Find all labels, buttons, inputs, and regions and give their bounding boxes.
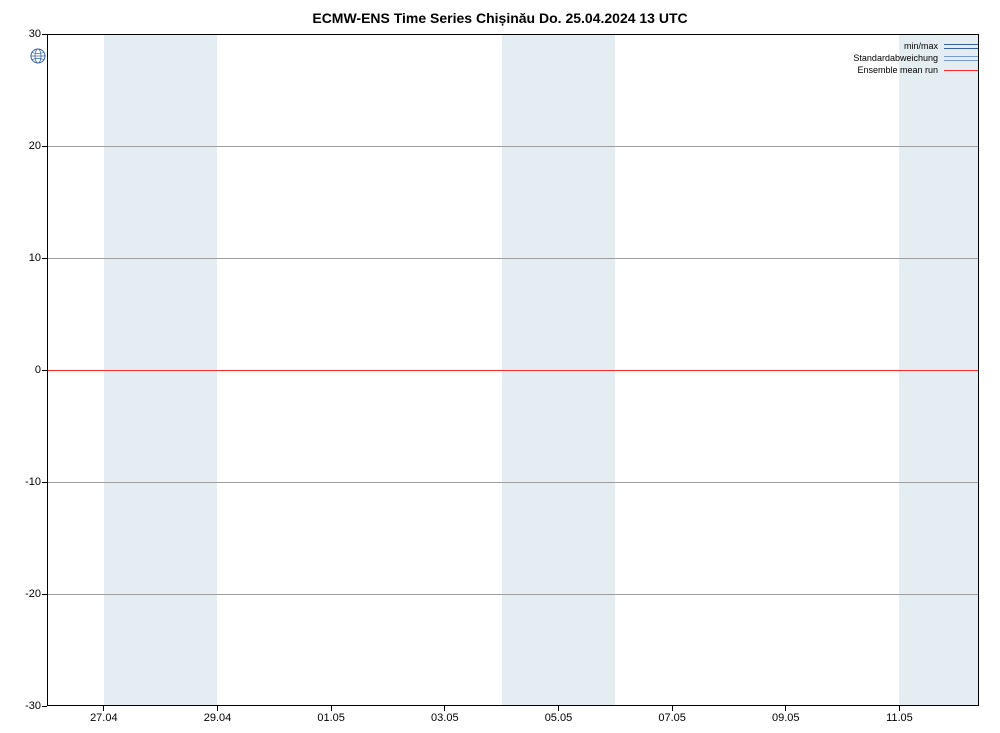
y-tick-label: 30 — [29, 28, 47, 40]
title-right: Do. 25.04.2024 13 UTC — [539, 10, 688, 26]
y-tick-label: 20 — [29, 140, 47, 152]
legend-item: min/max — [853, 40, 978, 52]
y-tick-label: -30 — [25, 700, 47, 712]
title-left: ECMW-ENS Time Series Chișinău — [312, 10, 535, 26]
plot-area: -30-20-100102030 27.0429.0401.0503.0505.… — [47, 34, 979, 706]
x-tick-label: 27.04 — [90, 706, 118, 724]
legend-label: min/max — [904, 41, 938, 51]
legend-label: Ensemble mean run — [857, 65, 938, 75]
y-tick-label: -20 — [25, 588, 47, 600]
x-tick-label: 03.05 — [431, 706, 459, 724]
axis-border — [47, 34, 979, 706]
x-tick-label: 09.05 — [772, 706, 800, 724]
globe-icon — [30, 48, 46, 64]
legend-swatch — [944, 44, 978, 49]
x-tick-label: 07.05 — [658, 706, 686, 724]
legend: min/max Standardabweichung Ensemble mean r… — [853, 40, 978, 76]
x-tick-label: 05.05 — [545, 706, 573, 724]
y-tick-label: 10 — [29, 252, 47, 264]
y-tick-label: -10 — [25, 476, 47, 488]
x-tick-label: 11.05 — [886, 706, 913, 724]
legend-swatch — [944, 70, 978, 71]
legend-item: Standardabweichung — [853, 52, 978, 64]
x-tick-label: 01.05 — [317, 706, 345, 724]
legend-label: Standardabweichung — [853, 53, 938, 63]
legend-swatch — [944, 56, 978, 61]
legend-item: Ensemble mean run — [853, 64, 978, 76]
x-tick-label: 29.04 — [204, 706, 232, 724]
chart-title: ECMW-ENS Time Series Chișinău Do. 25.04.… — [0, 10, 1000, 26]
y-tick-label: 0 — [35, 364, 47, 376]
